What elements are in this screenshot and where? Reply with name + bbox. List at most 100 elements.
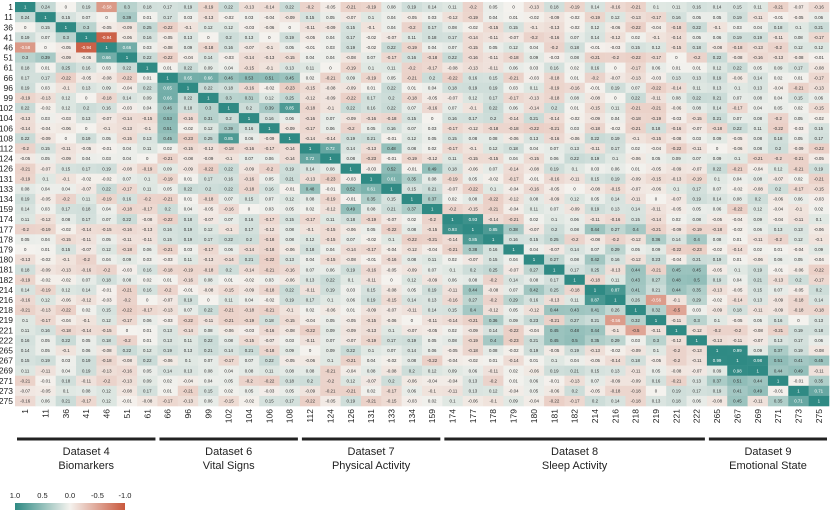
heatmap-cell — [503, 173, 525, 185]
cell-value-label: 0.18 — [102, 277, 111, 282]
cell-value-label: 0.05 — [367, 126, 376, 131]
heatmap-cell — [55, 214, 77, 225]
heatmap-cell — [35, 254, 56, 265]
cell-value-label: 0.22 — [692, 25, 701, 30]
cell-value-label: 0.24 — [41, 5, 50, 10]
cell-value-label: -0.22 — [122, 75, 133, 80]
cell-value-label: 0.11 — [82, 197, 91, 202]
heatmap-cell — [605, 113, 626, 124]
heatmap-cell — [279, 284, 301, 296]
cell-value-label: 0.12 — [285, 197, 294, 202]
heatmap-cell — [198, 234, 219, 245]
cell-value-label: -0.17 — [224, 358, 235, 363]
cell-value-label: -0.07 — [346, 338, 357, 343]
heatmap-cell — [116, 113, 138, 124]
cell-value-label: 0.15 — [62, 15, 71, 20]
cell-value-label: 0.22 — [387, 85, 396, 90]
heatmap-cell — [686, 325, 708, 336]
cell-value-label: -0.16 — [610, 5, 621, 10]
heatmap-cell — [462, 284, 484, 296]
cell-value-label: 0.12 — [428, 368, 437, 373]
heatmap-cell — [544, 214, 565, 225]
cell-value-label: 0.16 — [367, 106, 376, 111]
heatmap-cell — [747, 274, 769, 286]
heatmap-cell — [727, 335, 748, 346]
cell-value-label: 0.07 — [245, 358, 254, 363]
heatmap-cell — [360, 193, 382, 205]
cell-value-label: 0 — [44, 45, 47, 50]
cell-value-label: -0.03 — [610, 45, 621, 50]
heatmap-cell — [55, 224, 77, 235]
cell-value-label: -0.18 — [610, 388, 621, 393]
cell-value-label: 0.32 — [631, 318, 640, 323]
heatmap-cell — [808, 153, 830, 164]
heatmap-cell — [605, 274, 626, 286]
heatmap-cell — [218, 375, 240, 387]
heatmap-cell — [96, 193, 118, 205]
cell-value-label: -0.17 — [264, 217, 275, 222]
heatmap-cell — [360, 244, 382, 255]
cell-value-label: -0.11 — [631, 197, 641, 202]
heatmap-cell — [767, 42, 789, 53]
heatmap-cell — [401, 22, 423, 33]
heatmap-cell — [462, 214, 484, 225]
heatmap-cell — [686, 183, 708, 195]
heatmap-cell — [177, 82, 199, 94]
cell-value-label: -0.08 — [142, 399, 153, 404]
cell-value-label: -0.09 — [366, 308, 377, 313]
heatmap-cell — [544, 294, 565, 306]
heatmap-cell — [706, 2, 728, 13]
heatmap-cell — [625, 375, 647, 387]
cell-value-label: 0.03 — [347, 287, 356, 292]
cell-value-label: 0.06 — [265, 156, 274, 161]
cell-value-label: 0.13 — [815, 318, 824, 323]
cell-value-label: 0.14 — [713, 5, 722, 10]
cell-value-label: -0.18 — [793, 308, 804, 313]
heatmap-cell — [55, 355, 77, 366]
heatmap-cell — [523, 305, 545, 316]
heatmap-cell — [238, 153, 260, 164]
heatmap-cell — [442, 173, 463, 185]
cell-value-label: 0.44 — [672, 287, 681, 292]
cell-value-label: 0.12 — [509, 45, 518, 50]
cell-value-label: -0.2 — [774, 116, 782, 121]
cell-value-label: -0.1 — [62, 257, 70, 262]
cell-value-label: 0.46 — [163, 106, 172, 111]
heatmap-cell — [584, 173, 606, 185]
heatmap-cell — [422, 72, 443, 84]
heatmap-cell — [137, 72, 158, 84]
row-label: 180 — [0, 255, 13, 265]
heatmap-cell — [503, 133, 525, 144]
heatmap-cell — [645, 193, 667, 205]
cell-value-label: -0.15 — [244, 338, 255, 343]
heatmap-cell — [462, 123, 484, 134]
cell-value-label: -0.06 — [814, 227, 825, 232]
cell-value-label: -0.01 — [407, 166, 418, 171]
heatmap-cell — [15, 52, 36, 63]
heatmap-cell — [238, 204, 260, 215]
cell-value-label: -0.1 — [428, 388, 436, 393]
cell-value-label: -0.14 — [325, 136, 336, 141]
cell-value-label: 0.18 — [21, 267, 30, 272]
heatmap-cell — [76, 103, 97, 114]
cell-value-label: -0.08 — [671, 136, 682, 141]
heatmap-cell — [76, 143, 97, 154]
cell-value-label: -0.2 — [62, 197, 70, 202]
heatmap-cell — [422, 82, 443, 94]
cell-value-label: -0.16 — [610, 217, 621, 222]
heatmap-cell — [198, 204, 219, 215]
heatmap-cell — [279, 82, 301, 94]
heatmap-cell — [320, 305, 341, 316]
heatmap-cell — [686, 214, 708, 225]
heatmap-cell — [584, 224, 606, 235]
cell-value-label: 0.44 — [469, 287, 478, 292]
cell-value-label: 0.65 — [184, 75, 193, 80]
heatmap-cell — [462, 375, 484, 387]
heatmap-cell — [35, 204, 56, 215]
cell-value-label: 0.99 — [713, 358, 722, 363]
cell-value-label: 0.14 — [509, 277, 518, 282]
heatmap-cell — [360, 345, 382, 356]
heatmap-cell — [645, 123, 667, 134]
cell-value-label: 0.06 — [428, 348, 437, 353]
cell-value-label: 0.19 — [82, 358, 91, 363]
